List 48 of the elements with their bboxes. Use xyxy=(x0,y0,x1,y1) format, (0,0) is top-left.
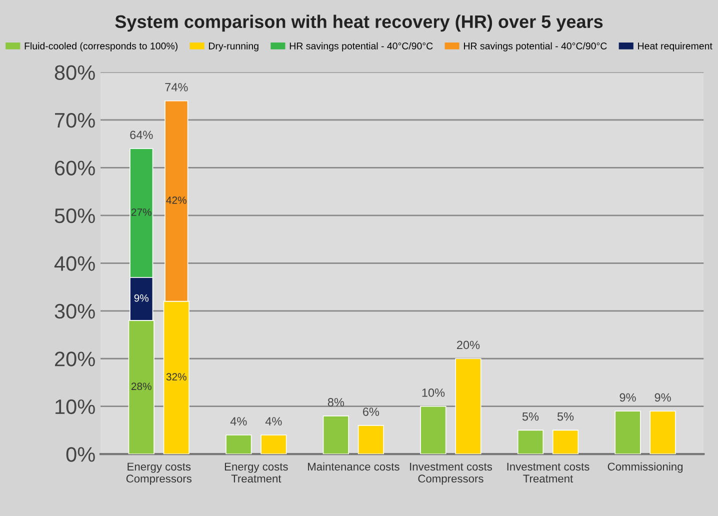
x-tick-label: Maintenance costs xyxy=(308,462,400,471)
x-tick-label: Investment costs Compressors xyxy=(410,462,492,485)
data-label: 9% xyxy=(620,393,636,402)
data-label: 9% xyxy=(134,294,149,302)
text: 64% xyxy=(130,130,153,140)
data-label: 6% xyxy=(363,408,380,416)
y-tick-label: 40% xyxy=(54,256,95,271)
legend-label: Heat requirement xyxy=(638,42,712,52)
y-tick-label: 80% xyxy=(54,65,95,80)
bar xyxy=(614,410,641,454)
y-tick-label: 10% xyxy=(56,399,95,414)
data-label: 32% xyxy=(166,373,186,381)
bar xyxy=(358,425,384,454)
x-tick-label: Energy costs Treatment xyxy=(224,462,288,483)
y-tick-label: 60% xyxy=(55,160,95,176)
data-label: 42% xyxy=(166,196,186,204)
legend-label: HR savings potential - 40°C/90°C xyxy=(464,42,607,52)
bar xyxy=(420,406,446,454)
bar xyxy=(260,434,287,454)
legend-label: Fluid-cooled (corresponds to 100%) xyxy=(24,42,178,52)
data-label: 27% xyxy=(131,208,152,216)
x-tick-label: Energy costs Compressors xyxy=(126,462,192,485)
y-tick-label: 50% xyxy=(54,208,95,224)
bar xyxy=(322,415,349,454)
data-label: 5% xyxy=(557,412,574,421)
bar xyxy=(455,358,482,454)
bar xyxy=(552,430,579,454)
y-tick-label: 30% xyxy=(54,304,95,319)
data-label: 4% xyxy=(230,417,247,426)
x-tick-label: Commissioning xyxy=(608,462,683,473)
data-label: 4% xyxy=(265,417,282,426)
legend-label: Dry-running xyxy=(209,42,258,52)
data-label: 5% xyxy=(522,412,539,421)
y-tick-label: 0% xyxy=(66,447,95,462)
bar xyxy=(650,410,676,454)
data-label: 9% xyxy=(654,393,671,402)
y-tick-label: 20% xyxy=(55,352,95,366)
data-label: 20% xyxy=(457,340,480,350)
legend-label: HR savings potential - 40°C/90°C xyxy=(290,42,433,52)
bar xyxy=(517,430,544,454)
y-tick-label: 70% xyxy=(55,112,95,128)
data-label: 10% xyxy=(422,388,445,397)
data-label: 28% xyxy=(131,382,152,390)
data-label: 8% xyxy=(328,398,344,406)
x-tick-label: Investment costs Treatment xyxy=(507,462,590,483)
chart-title: System comparison with heat recovery (HR) over 5 years xyxy=(115,14,603,32)
text: 74% xyxy=(165,83,188,92)
bar xyxy=(226,434,252,454)
